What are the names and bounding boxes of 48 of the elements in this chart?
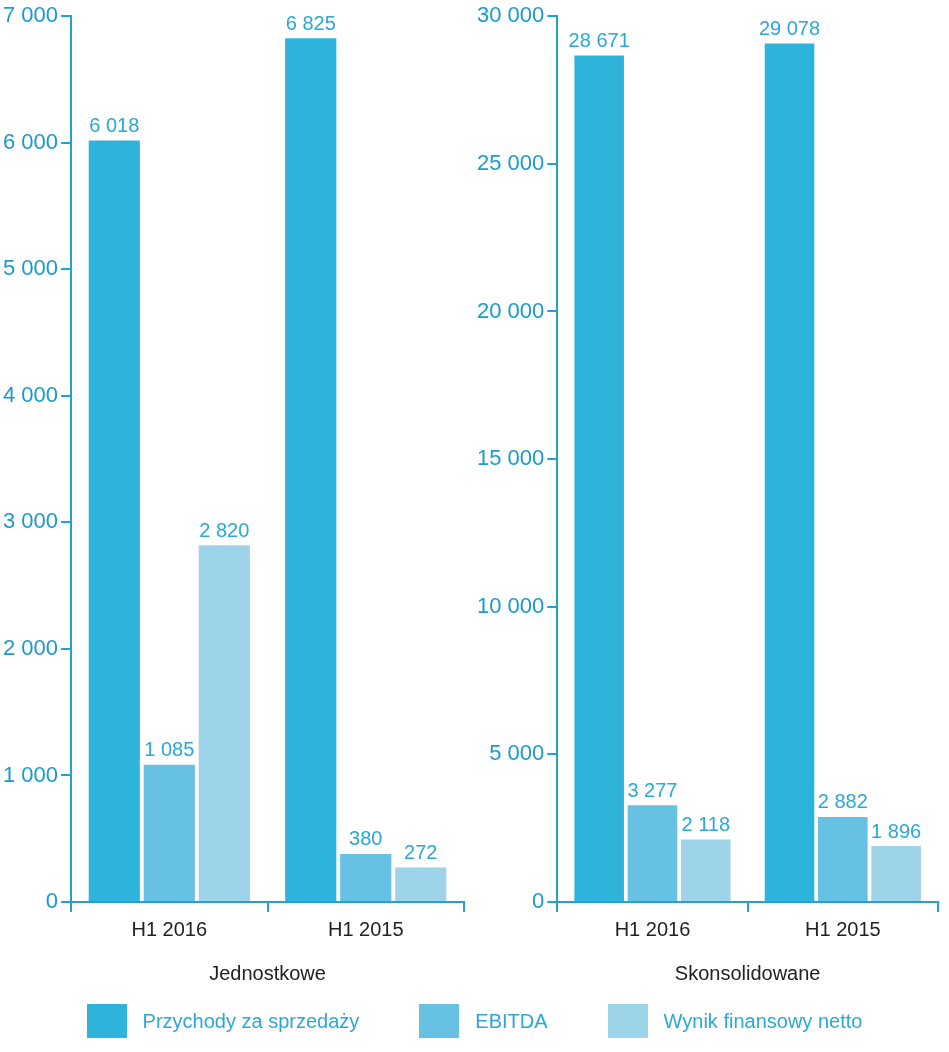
bar xyxy=(395,867,447,901)
data-label: 2 118 xyxy=(681,812,731,835)
bar xyxy=(871,846,921,901)
y-tick-label: 10 000 xyxy=(476,592,545,618)
bar xyxy=(574,55,624,901)
y-tick-label: 20 000 xyxy=(476,297,545,323)
legend-label: Wynik finansowy netto xyxy=(663,1009,863,1033)
bar xyxy=(88,140,140,901)
y-tick-label: 6 000 xyxy=(2,128,59,154)
data-label: 6 018 xyxy=(89,113,140,136)
data-label: 6 825 xyxy=(285,11,336,34)
data-label: 29 078 xyxy=(758,16,821,39)
bar xyxy=(764,43,815,901)
y-tick-label: 1 000 xyxy=(2,761,59,787)
data-label: 380 xyxy=(349,827,383,850)
bar xyxy=(285,38,337,901)
x-tick-label: H1 2016 xyxy=(614,917,691,940)
y-tick-label: 4 000 xyxy=(2,381,59,407)
x-tick-label: H1 2015 xyxy=(327,917,404,940)
y-tick-label: 15 000 xyxy=(476,445,545,471)
x-tick-label: H1 2016 xyxy=(131,917,208,940)
y-tick-label: 5 000 xyxy=(489,740,545,766)
y-tick-label: 0 xyxy=(45,888,59,914)
x-axis-title: Skonsolidowane xyxy=(674,961,821,984)
y-tick-label: 30 000 xyxy=(476,2,545,28)
bar xyxy=(818,816,868,901)
data-label: 272 xyxy=(404,841,438,864)
bar xyxy=(627,805,678,901)
bar xyxy=(198,545,250,901)
bar xyxy=(340,853,392,901)
legend-label: Przychody za sprzedaży xyxy=(142,1009,360,1033)
data-label: 2 882 xyxy=(817,790,868,813)
y-tick-label: 5 000 xyxy=(2,255,59,281)
data-label: 3 277 xyxy=(627,778,678,801)
x-axis-title: Jednostkowe xyxy=(209,961,326,984)
bar xyxy=(680,839,731,901)
data-label: 2 820 xyxy=(199,518,250,541)
legend-label: EBITDA xyxy=(475,1009,548,1033)
y-tick-label: 7 000 xyxy=(2,2,59,28)
y-tick-label: 2 000 xyxy=(2,634,59,660)
bar xyxy=(143,764,195,901)
y-tick-label: 0 xyxy=(532,888,545,914)
y-tick-label: 3 000 xyxy=(2,508,59,534)
data-label: 28 671 xyxy=(568,28,630,51)
x-tick-label: H1 2015 xyxy=(805,917,881,940)
y-tick-label: 25 000 xyxy=(476,149,545,175)
data-label: 1 896 xyxy=(871,819,922,842)
data-label: 1 085 xyxy=(144,738,195,761)
